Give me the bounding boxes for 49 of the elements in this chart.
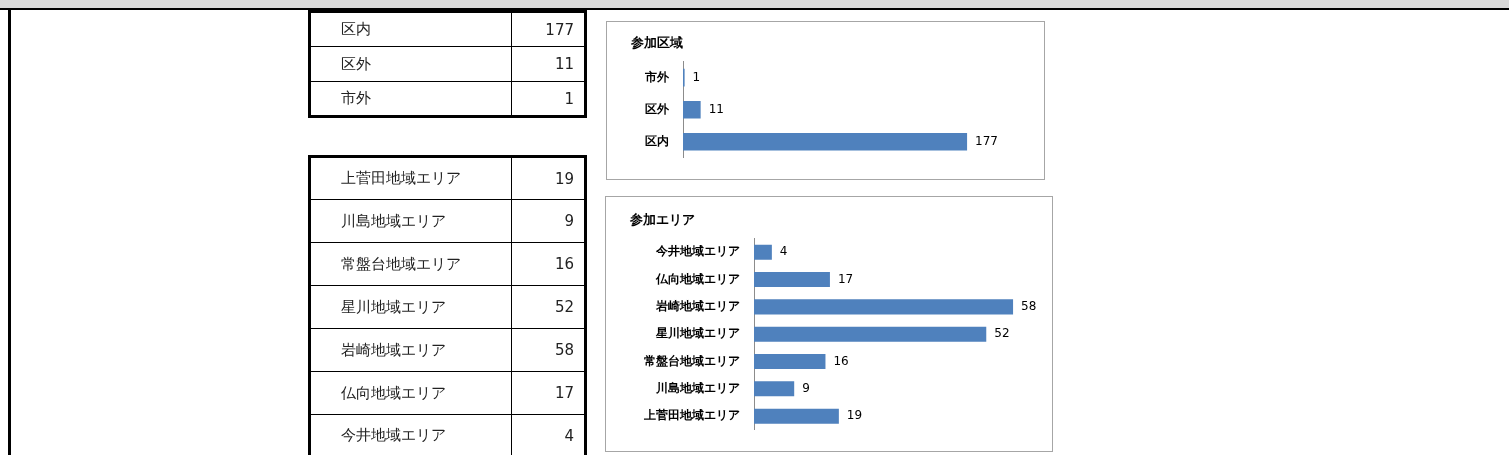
data-label: 4 <box>779 244 788 259</box>
text: 区外 <box>309 46 512 82</box>
data-label: 16 <box>833 353 849 368</box>
y-tick-label: 上菅田地域エリア <box>643 408 740 423</box>
y-tick-label: 今井地域エリア <box>655 244 740 259</box>
bar <box>754 244 772 260</box>
text: 58 <box>511 328 586 372</box>
y-tick-label: 川島地域エリア <box>655 380 740 395</box>
y-tick-label: 岩崎地域エリア <box>655 299 740 314</box>
data-label: 177 <box>975 133 998 148</box>
text: 16 <box>511 242 586 286</box>
bar <box>754 299 1014 315</box>
y-tick-label: 市外 <box>644 69 670 84</box>
text: 19 <box>511 156 586 200</box>
y-tick-label: 区内 <box>645 133 669 148</box>
bar <box>754 354 826 370</box>
bar <box>754 381 795 397</box>
text: 177 <box>511 11 586 47</box>
text: 仏向地域エリア <box>309 371 512 415</box>
y-tick-label: 常盤台地域エリア <box>644 353 740 368</box>
text: 11 <box>511 46 586 82</box>
text: 星川地域エリア <box>309 285 512 329</box>
y-tick-label: 星川地域エリア <box>655 326 740 341</box>
bar <box>754 326 987 342</box>
text: 川島地域エリア <box>309 199 512 243</box>
text: 1 <box>511 81 586 117</box>
data-label: 11 <box>708 101 724 116</box>
text: 岩崎地域エリア <box>309 328 512 372</box>
chart-title: 参加区域 <box>630 35 683 51</box>
text: 52 <box>511 285 586 329</box>
data-label: 1 <box>692 69 701 84</box>
bar <box>754 272 830 288</box>
y-tick-label: 区外 <box>645 101 670 116</box>
chart-title: 参加エリア <box>629 212 695 228</box>
text: 市外 <box>309 81 512 117</box>
bar <box>754 408 839 424</box>
y-tick-label: 仏向地域エリア <box>655 271 740 286</box>
data-label: 19 <box>846 408 863 423</box>
data-label: 9 <box>802 380 810 395</box>
text: 17 <box>511 371 586 415</box>
text: 今井地域エリア <box>309 414 512 455</box>
text: 常盤台地域エリア <box>309 242 512 286</box>
data-label: 17 <box>837 271 854 286</box>
text: 上菅田地域エリア <box>309 156 512 200</box>
data-label: 58 <box>1021 299 1037 314</box>
text: 4 <box>511 414 586 455</box>
text: 9 <box>511 199 586 243</box>
data-label: 52 <box>994 326 1010 341</box>
text: 区内 <box>309 11 512 47</box>
